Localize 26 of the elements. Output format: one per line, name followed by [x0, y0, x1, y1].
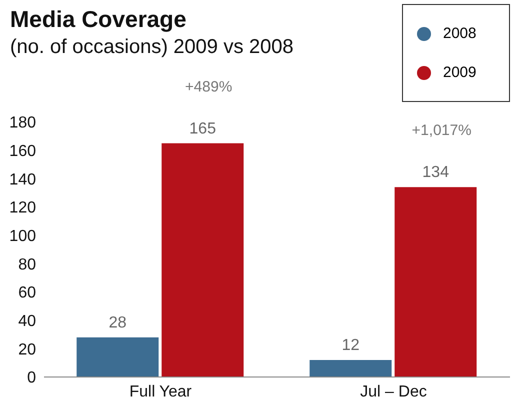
- y-tick-label: 140: [9, 171, 36, 188]
- y-tick-label: 80: [18, 256, 36, 274]
- text: +489%: [185, 78, 232, 96]
- legend-label: 2009: [443, 64, 476, 81]
- data-label: 12: [342, 337, 360, 354]
- bar: [162, 143, 244, 377]
- x-tick-label: Full Year: [129, 383, 192, 400]
- y-tick-label: 60: [18, 284, 36, 302]
- y-tick-label: 160: [9, 143, 36, 160]
- legend-label: 2008: [443, 25, 476, 42]
- y-tick-label: 20: [18, 341, 36, 358]
- bar: [76, 337, 159, 377]
- chart-title: Media Coverage: [10, 6, 186, 33]
- x-tick-label: Jul – Dec: [360, 383, 427, 400]
- annotation: +1,017%: [412, 122, 472, 140]
- data-label: 165: [189, 120, 216, 138]
- data-label: 134: [422, 164, 450, 182]
- y-tick-label: 180: [9, 114, 36, 132]
- data-label: 28: [108, 314, 127, 332]
- chart-subtitle: (no. of occasions) 2009 vs 2008: [10, 36, 294, 59]
- bar: [394, 187, 477, 377]
- y-tick-label: 100: [9, 228, 36, 246]
- bar: [310, 360, 392, 377]
- y-tick-label: 40: [18, 313, 36, 330]
- y-tick-label: 120: [9, 200, 36, 217]
- y-tick-label: 0: [27, 370, 36, 387]
